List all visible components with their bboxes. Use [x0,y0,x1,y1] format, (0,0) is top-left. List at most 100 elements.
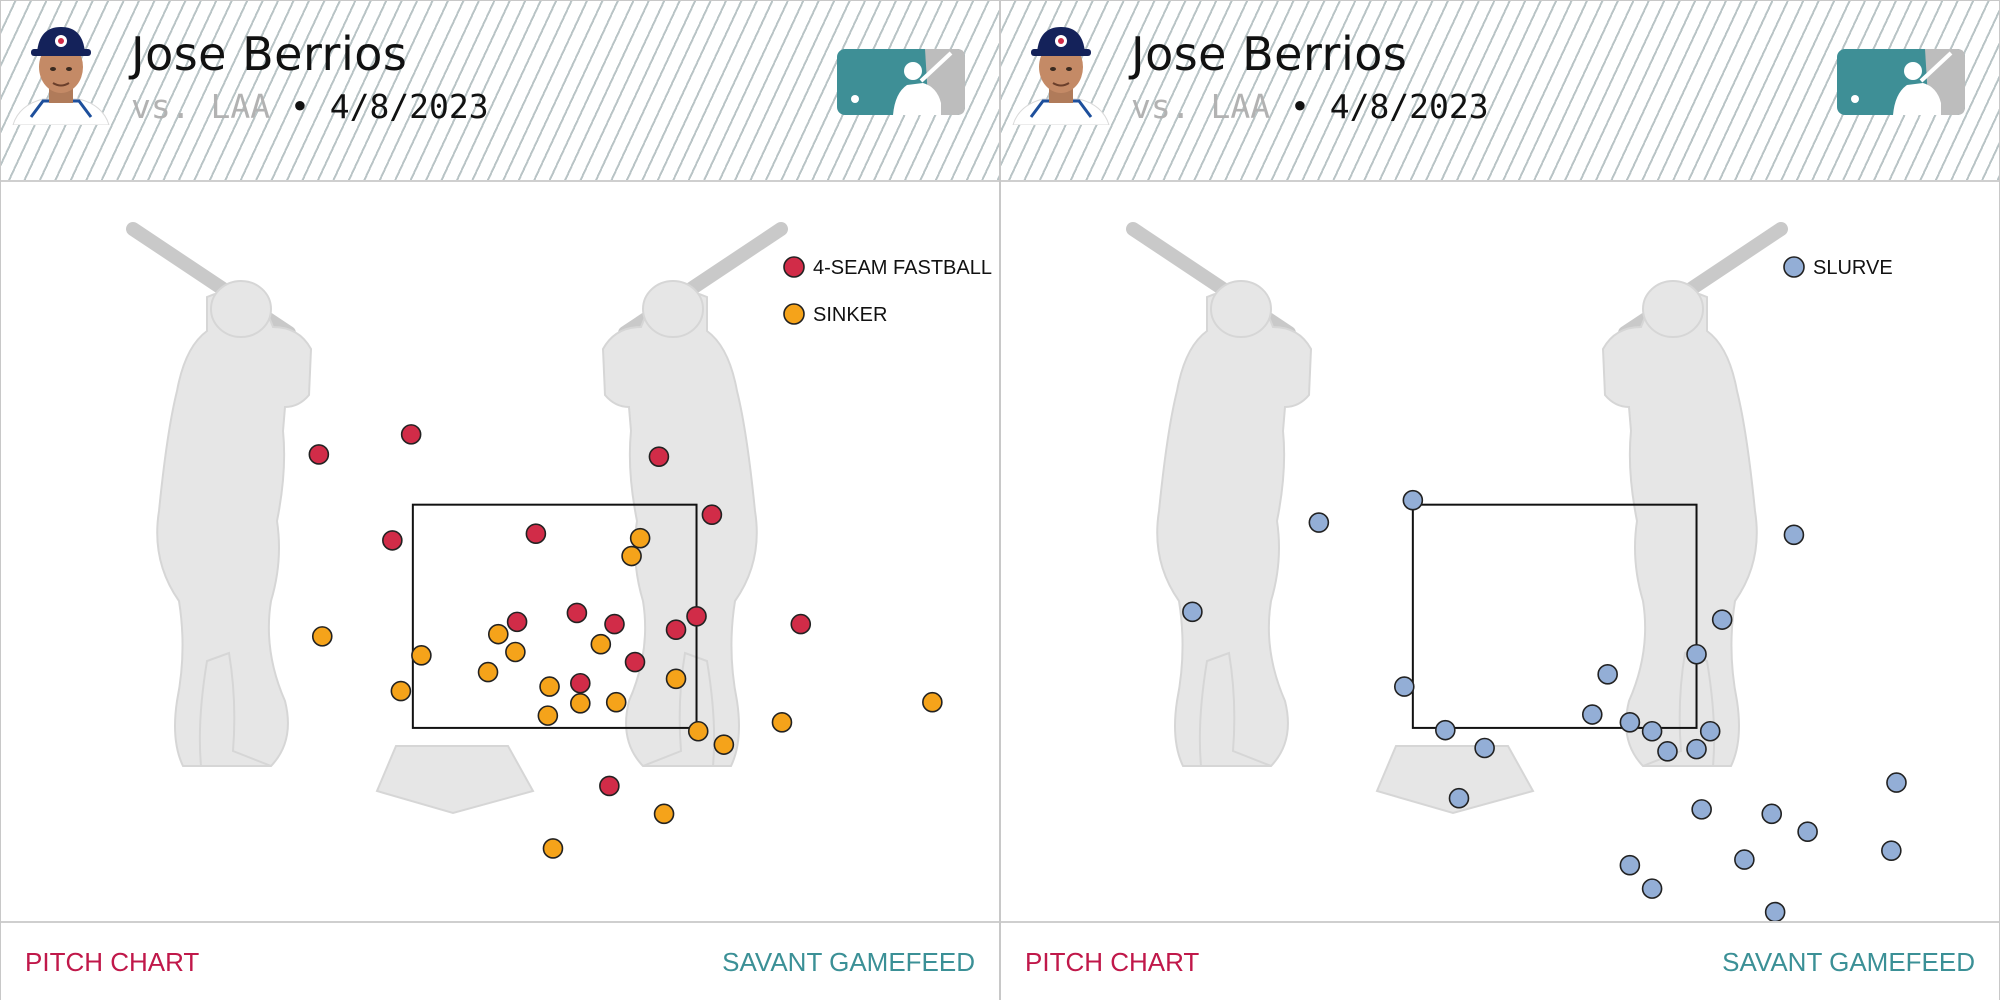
pitch-marker [1886,772,1907,793]
pitch-marker [1182,601,1203,623]
pitch-marker [771,712,793,733]
game-date: 4/8/2023 [329,87,489,126]
opponent-label: vs. LAA [1131,87,1271,126]
legend-label: SINKER [813,304,887,326]
pitch-marker [525,523,547,544]
pitch-marker [477,661,499,683]
batter-silhouette-right-icon [601,222,788,767]
pitch-marker [599,775,620,797]
pitch-marker [537,705,559,726]
player-name: Jose Berrios [1131,27,1408,81]
pitch-marker [308,444,330,465]
batter-silhouette-right-icon [1601,222,1788,767]
game-date: 4/8/2023 [1329,87,1489,126]
pitch-marker [1686,643,1707,665]
pitch-marker [566,602,588,624]
pitch-marker [570,672,591,694]
pitch-marker [1699,720,1721,742]
pitch-marker [542,838,564,859]
game-info: vs. LAA • 4/8/2023 [1131,87,1489,126]
batter-silhouettes [1126,222,1788,767]
legend-label: 4-SEAM FASTBALL [813,257,992,279]
player-name: Jose Berrios [131,27,408,81]
pitch-marker [506,611,528,633]
pitch-marker [390,680,412,702]
home-plate-icon [375,745,535,815]
pitch-marker [605,691,627,713]
pitch-marker [701,504,723,526]
pitch-chart-link[interactable]: PITCH CHART [25,947,200,977]
pitch-chart-panel-slurve: Jose Berrios vs. LAA • 4/8/2023 SLURVE [1000,0,2000,1001]
pitch-chart-link[interactable]: PITCH CHART [1025,947,1200,977]
pitch-location-chart: 4-SEAM FASTBALL SINKER [126,222,992,859]
pitch-marker [922,691,943,713]
pitch-marker [624,651,646,673]
pitch-marker [1761,803,1783,825]
pitch-marker [311,626,333,647]
pitch-markers [1182,489,1907,921]
chart-legend: SLURVE [1783,256,1893,279]
pitch-marker [1641,720,1663,742]
pitch-marker [1597,664,1618,685]
legend-swatch [783,303,805,325]
panel-footer: PITCH CHART SAVANT GAMEFEED [1,921,999,1001]
pitch-marker [1657,741,1678,762]
pitch-marker [539,676,560,697]
panel-header: Jose Berrios vs. LAA • 4/8/2023 [1,1,999,182]
mlb-logo-icon[interactable] [1837,49,1965,115]
pitch-marker [487,623,509,645]
mlb-logo-icon[interactable] [837,49,965,115]
strike-zone [1411,503,1698,729]
separator-dot: • [289,87,310,126]
pitch-marker [1686,738,1707,760]
legend-label: SLURVE [1813,257,1893,279]
savant-gamefeed-link[interactable]: SAVANT GAMEFEED [722,947,975,977]
pitch-marker [1691,799,1712,820]
pitch-marker [382,530,403,551]
pitch-marker [1308,512,1330,533]
separator-dot: • [1289,87,1310,126]
pitch-marker [590,633,612,655]
pitch-marker [1711,609,1733,630]
pitch-marker [1641,878,1663,899]
pitch-marker [400,424,422,445]
batter-silhouette-left-icon [126,222,313,767]
player-headshot-icon [1012,27,1110,125]
pitch-marker [1764,901,1786,921]
pitch-marker [1734,849,1755,870]
pitch-marker [648,446,670,467]
pitch-marker [505,641,526,663]
savant-gamefeed-link[interactable]: SAVANT GAMEFEED [1722,947,1975,977]
player-headshot-icon [12,27,110,125]
pitch-marker [1448,787,1470,809]
chart-legend: 4-SEAM FASTBALL SINKER [783,256,992,326]
pitch-marker [1402,489,1424,511]
pitch-marker [621,545,642,567]
pitch-marker [1797,821,1818,843]
legend-swatch [783,256,805,278]
pitch-marker [629,527,651,549]
panel-footer: PITCH CHART SAVANT GAMEFEED [1001,921,1999,1001]
pitch-marker [1581,704,1603,725]
pitch-location-chart: SLURVE [1126,222,1907,921]
pitch-marker [687,720,709,742]
pitch-marker [1394,676,1415,697]
pitch-marker [1619,854,1641,876]
home-plate-shape [375,745,535,815]
panel-header: Jose Berrios vs. LAA • 4/8/2023 [1001,1,1999,182]
pitch-markers [308,424,943,859]
pitch-marker [665,619,687,640]
pitch-marker [1881,840,1902,861]
pitch-marker [1435,719,1456,741]
pitch-marker [411,645,432,666]
pitch-marker [604,613,625,635]
pitch-marker [665,668,687,690]
pitch-marker [1474,737,1495,759]
pitch-marker [570,693,591,714]
game-info: vs. LAA • 4/8/2023 [131,87,489,126]
pitch-marker [1783,524,1805,546]
pitch-marker [1619,712,1641,733]
pitch-marker [686,605,707,627]
pitch-marker [790,613,812,635]
